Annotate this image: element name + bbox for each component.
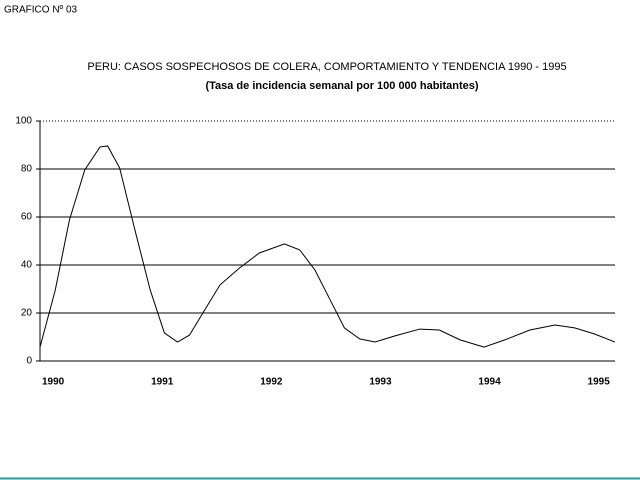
y-tick-label: 40 [21, 260, 33, 271]
x-tick-label: 1991 [151, 377, 174, 388]
x-tick-label: 1992 [260, 377, 283, 388]
y-tick-label: 100 [15, 116, 32, 127]
x-tick-label: 1995 [588, 377, 611, 388]
y-tick-label: 0 [26, 356, 32, 367]
page-header: GRAFICO Nº 03 [4, 5, 78, 16]
x-tick-label: 1990 [42, 377, 65, 388]
data-line [39, 145, 616, 348]
chart-title: PERU: CASOS SOSPECHOSOS DE COLERA, COMPO… [87, 61, 566, 73]
x-tick-label: 1993 [369, 377, 392, 388]
chart-subtitle: (Tasa de incidencia semanal por 100 000 … [205, 80, 478, 92]
x-tick-label: 1994 [478, 377, 501, 388]
y-tick-label: 20 [21, 308, 33, 319]
y-tick-label: 60 [21, 212, 33, 223]
y-tick-label: 80 [21, 164, 33, 175]
